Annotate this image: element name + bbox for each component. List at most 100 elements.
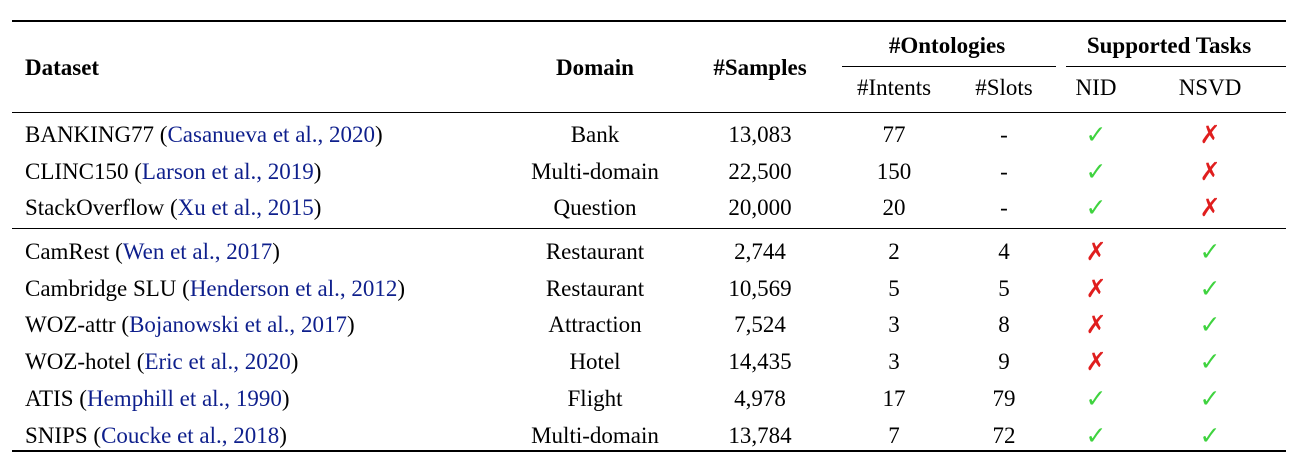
slots-cell: - xyxy=(1000,158,1008,184)
dataset-label: WOZ-hotel ( xyxy=(25,349,145,375)
check-icon: ✓ xyxy=(1085,156,1107,186)
check-icon: ✓ xyxy=(1085,193,1107,223)
dataset-label: SNIPS ( xyxy=(25,422,102,448)
samples-cell: 2,744 xyxy=(734,239,786,264)
samples-cell: 7,524 xyxy=(734,312,786,338)
dataset-label-close: ) xyxy=(272,239,280,264)
intents-cell: 3 xyxy=(888,349,900,375)
citation-link[interactable]: Henderson et al., xyxy=(189,275,352,301)
dataset-label: StackOverflow ( xyxy=(25,195,178,221)
citation-link[interactable]: Coucke et al., xyxy=(101,422,234,448)
cross-icon: ✗ xyxy=(1085,237,1107,266)
ontologies-subrule xyxy=(842,66,1056,67)
citation-link[interactable]: Eric et al., xyxy=(144,349,245,375)
dataset-label-close: ) xyxy=(346,312,355,338)
samples-cell: 20,000 xyxy=(728,195,792,221)
citation-year-link[interactable]: 2017 xyxy=(226,239,273,264)
citation-year-link[interactable]: 1990 xyxy=(235,385,282,411)
check-icon: ✓ xyxy=(1199,273,1221,303)
domain-cell: Hotel xyxy=(569,349,621,375)
dataset-name: Cambridge SLU (Henderson et al., 2012) xyxy=(25,274,405,304)
dataset-label-close: ) xyxy=(279,422,287,448)
samples-cell: 14,435 xyxy=(728,349,792,375)
domain-cell: Bank xyxy=(570,122,620,147)
intents-cell: 7 xyxy=(888,422,900,448)
intents-cell: 20 xyxy=(882,195,906,221)
domain-cell: Attraction xyxy=(548,312,642,338)
dataset-name: SNIPS (Coucke et al., 2018) xyxy=(25,421,287,451)
dataset-label-close: ) xyxy=(290,349,299,375)
citation-year-link[interactable]: 2019 xyxy=(267,158,314,184)
domain-cell: Restaurant xyxy=(545,239,645,264)
dataset-label: WOZ-attr ( xyxy=(25,312,130,338)
cross-icon: ✗ xyxy=(1199,193,1221,223)
domain-cell: Multi-domain xyxy=(531,422,659,448)
slots-cell: 72 xyxy=(992,422,1016,448)
intents-cell: 2 xyxy=(888,239,900,264)
citation-year-link[interactable]: 2020 xyxy=(329,122,376,147)
header-rule xyxy=(12,112,1286,113)
dataset-label-close: ) xyxy=(281,385,290,411)
table-top-rule xyxy=(12,20,1286,22)
check-icon: ✓ xyxy=(1085,120,1107,149)
slots-cell: 8 xyxy=(998,312,1010,338)
header-supported-tasks: Supported Tasks xyxy=(1086,33,1252,58)
header-samples: #Samples xyxy=(713,55,807,80)
citation-link[interactable]: Wen et al., xyxy=(122,239,227,264)
cross-icon: ✗ xyxy=(1199,156,1221,186)
dataset-name: CamRest (Wen et al., 2017) xyxy=(25,237,280,267)
supported-tasks-subrule xyxy=(1066,66,1286,67)
check-icon: ✓ xyxy=(1199,237,1221,266)
domain-cell: Flight xyxy=(567,385,623,411)
header-nid: NID xyxy=(1075,75,1117,100)
citation-link[interactable]: Xu et al., xyxy=(177,195,268,221)
header-slots: #Slots xyxy=(975,75,1033,100)
check-icon: ✓ xyxy=(1199,420,1221,450)
citation-year-link[interactable]: 2020 xyxy=(244,349,291,375)
intents-cell: 3 xyxy=(888,312,900,338)
intents-cell: 5 xyxy=(888,275,900,301)
header-intents: #Intents xyxy=(856,75,932,100)
dataset-label-close: ) xyxy=(397,275,406,301)
citation-year-link[interactable]: 2018 xyxy=(233,422,280,448)
intents-cell: 77 xyxy=(882,122,906,147)
samples-cell: 4,978 xyxy=(734,385,786,411)
dataset-name: StackOverflow (Xu et al., 2015) xyxy=(25,193,321,223)
cross-icon: ✗ xyxy=(1085,273,1107,303)
cross-icon: ✗ xyxy=(1085,347,1107,377)
dataset-label: Cambridge SLU ( xyxy=(25,275,190,301)
dataset-label: BANKING77 ( xyxy=(25,122,168,147)
samples-cell: 22,500 xyxy=(728,158,792,184)
citation-link[interactable]: Bojanowski et al., xyxy=(129,312,301,338)
check-icon: ✓ xyxy=(1085,420,1107,450)
dataset-label-close: ) xyxy=(313,195,322,221)
slots-cell: 79 xyxy=(992,385,1016,411)
samples-cell: 10,569 xyxy=(728,275,792,301)
citation-link[interactable]: Larson et al., xyxy=(141,158,268,184)
table-bottom-rule xyxy=(12,450,1286,452)
header-nsvd: NSVD xyxy=(1178,75,1242,100)
domain-cell: Question xyxy=(553,195,637,221)
check-icon: ✓ xyxy=(1199,310,1221,340)
dataset-name: WOZ-hotel (Eric et al., 2020) xyxy=(25,347,298,377)
dataset-name: BANKING77 (Casanueva et al., 2020) xyxy=(25,120,383,150)
header-ontologies: #Ontologies xyxy=(888,33,1006,58)
dataset-name: CLINC150 (Larson et al., 2019) xyxy=(25,157,321,187)
header-domain: Domain xyxy=(556,55,634,80)
citation-year-link[interactable]: 2015 xyxy=(267,195,314,221)
domain-cell: Multi-domain xyxy=(531,158,659,184)
citation-link[interactable]: Casanueva et al., xyxy=(167,122,330,147)
samples-cell: 13,083 xyxy=(728,122,792,147)
dataset-label-close: ) xyxy=(375,122,383,147)
check-icon: ✓ xyxy=(1199,383,1221,413)
cross-icon: ✗ xyxy=(1199,120,1221,149)
citation-link[interactable]: Hemphill et al., xyxy=(86,385,236,411)
dataset-name: WOZ-attr (Bojanowski et al., 2017) xyxy=(25,310,355,340)
samples-cell: 13,784 xyxy=(728,422,792,448)
citation-year-link[interactable]: 2012 xyxy=(351,275,398,301)
citation-year-link[interactable]: 2017 xyxy=(300,312,347,338)
check-icon: ✓ xyxy=(1085,383,1107,413)
dataset-label: ATIS ( xyxy=(25,385,87,411)
slots-cell: 9 xyxy=(998,349,1010,375)
slots-cell: - xyxy=(1000,122,1008,147)
